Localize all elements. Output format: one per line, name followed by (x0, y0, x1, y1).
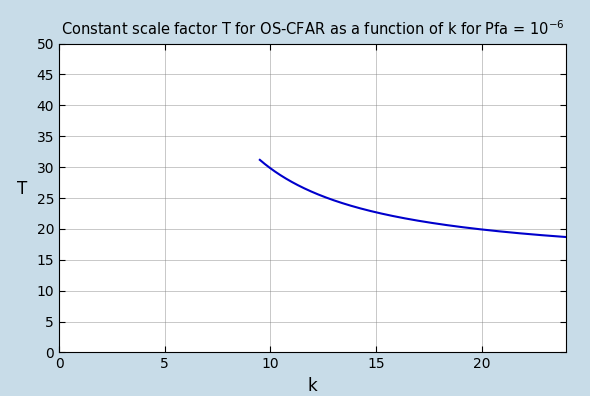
Y-axis label: T: T (18, 180, 28, 198)
Title: Constant scale factor T for OS-CFAR as a function of k for Pfa = $10^{-6}$: Constant scale factor T for OS-CFAR as a… (61, 19, 565, 38)
X-axis label: k: k (308, 377, 317, 395)
